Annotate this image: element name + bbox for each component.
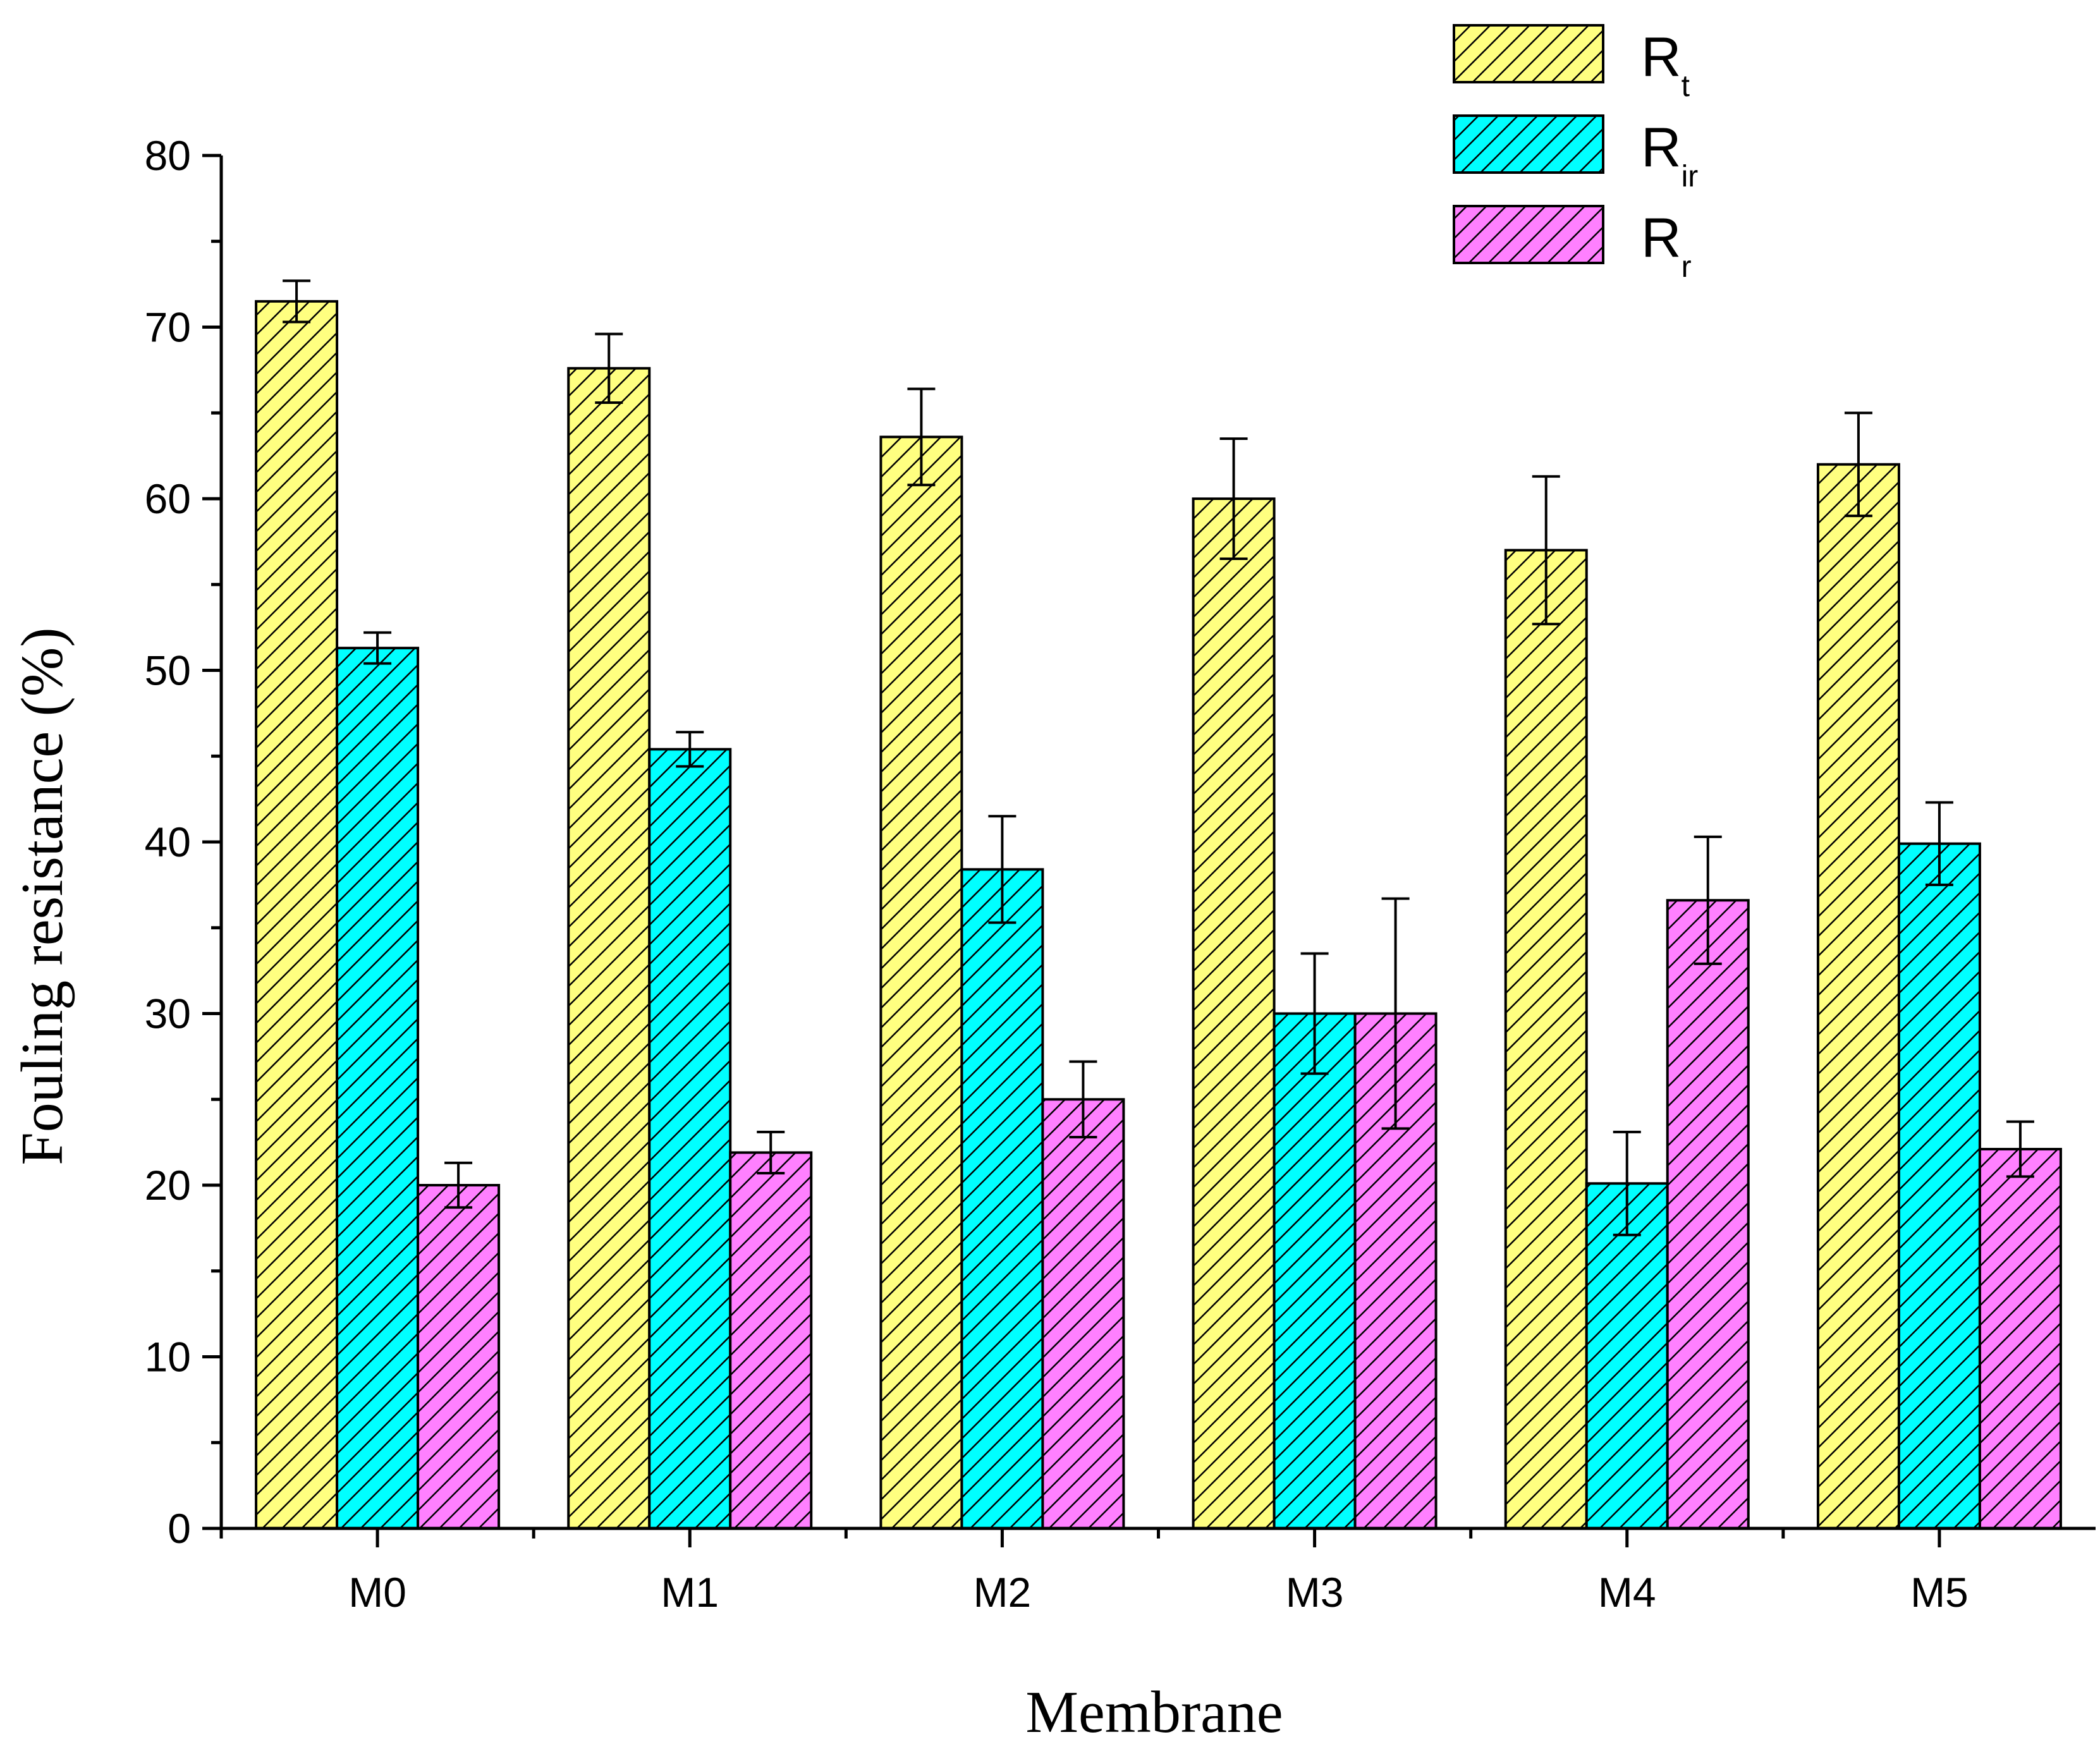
error-bar-R_t-M1 [595,332,623,404]
bar-R_ir-M5 [1897,842,1981,1530]
y-tick-label: 50 [145,647,191,694]
legend: Rt Rir Rr [1453,24,1698,284]
bar-R_t-M0 [255,300,339,1530]
y-axis-title: Fouling resistance (%) [9,627,75,1165]
bar-hatch [648,748,732,1530]
bar-hatch [1816,463,1900,1530]
legend-swatch [1453,114,1604,174]
legend-swatch [1453,205,1604,264]
bar-R_ir-M2 [960,868,1044,1530]
legend-label-subscript: ir [1682,160,1699,193]
bar-R_r-M0 [417,1184,501,1530]
error-bar-R_ir-M3 [1300,952,1329,1075]
error-bar-R_t-M2 [907,387,936,487]
y-tick-label: 10 [145,1334,191,1380]
error-bar-R_r-M4 [1694,835,1722,965]
error-bar-R_ir-M4 [1613,1130,1641,1236]
error-bars-layer [283,279,2034,1236]
legend-label: Rt [1641,25,1690,103]
x-tick-label: M3 [1286,1569,1344,1616]
legend-label-subscript: t [1682,70,1690,103]
bar-R_ir-M1 [648,748,732,1530]
y-tick-label: 0 [168,1505,191,1552]
error-bar-R_r-M1 [757,1130,785,1174]
bar-R_r-M1 [729,1151,813,1530]
bar-R_t-M4 [1504,549,1588,1530]
y-tick-label: 70 [145,304,191,351]
error-bar-R_ir-M5 [1925,801,1953,886]
legend-item-R_r: Rr [1453,205,1692,284]
x-tick-label: M2 [974,1569,1032,1616]
legend-label-subscript: r [1682,250,1692,284]
error-bar-R_ir-M2 [988,815,1016,924]
y-tick-label: 40 [145,819,191,865]
bar-hatch [960,868,1044,1530]
bars-layer [255,300,2062,1530]
bar-hatch [1273,1012,1357,1530]
x-tick-label: M4 [1598,1569,1656,1616]
bar-R_t-M3 [1192,497,1276,1530]
bar-hatch [336,647,420,1530]
bar-hatch [729,1151,813,1530]
bar-hatch [1666,899,1750,1530]
bar-hatch [879,436,963,1530]
bar-hatch [1192,497,1276,1530]
error-bar-R_t-M3 [1219,437,1248,561]
error-bar-R_t-M0 [283,279,311,324]
error-bar-R_ir-M0 [363,631,392,665]
axes-layer: 0 10 20 30 40 50 60 70 80 M0 M1 M2 M3 M4 M5 [145,132,2096,1616]
x-axis-title: Membrane [1025,1679,1283,1745]
bar-hatch [255,300,339,1530]
bar-R_r-M2 [1041,1098,1125,1530]
legend-label: Rir [1641,116,1698,193]
error-bar-R_ir-M1 [676,731,704,768]
bar-hatch [1897,842,1981,1530]
bar-R_ir-M3 [1273,1012,1357,1530]
bar-R_t-M2 [879,436,963,1530]
legend-swatch [1453,24,1604,83]
bar-hatch [567,367,651,1530]
bar-hatch [1041,1098,1125,1530]
legend-item-R_t: Rt [1453,24,1690,103]
y-tick-label: 20 [145,1162,191,1209]
bar-hatch [417,1184,501,1530]
error-bar-R_r-M5 [2006,1120,2034,1178]
error-bar-R_t-M5 [1844,411,1872,518]
bar-hatch [1978,1147,2062,1530]
error-bar-R_r-M0 [444,1161,473,1209]
y-tick-label: 30 [145,990,191,1037]
x-tick-label: M5 [1910,1569,1969,1616]
error-bar-R_t-M4 [1532,475,1560,626]
bar-R_ir-M4 [1585,1182,1669,1530]
bar-R_t-M5 [1816,463,1900,1530]
legend-item-R_ir: Rir [1453,114,1698,193]
error-bar-R_r-M3 [1381,897,1410,1130]
y-tick-label: 80 [145,132,191,179]
x-tick-label: M1 [661,1569,719,1616]
error-bar-R_r-M2 [1069,1060,1097,1138]
x-tick-label: M0 [348,1569,406,1616]
bar-hatch [1504,549,1588,1530]
bar-R_r-M4 [1666,899,1750,1530]
legend-label: Rr [1641,206,1692,284]
y-tick-label: 60 [145,475,191,522]
bar-R_r-M5 [1978,1147,2062,1530]
bar-R_ir-M0 [336,647,420,1530]
bar-R_t-M1 [567,367,651,1530]
